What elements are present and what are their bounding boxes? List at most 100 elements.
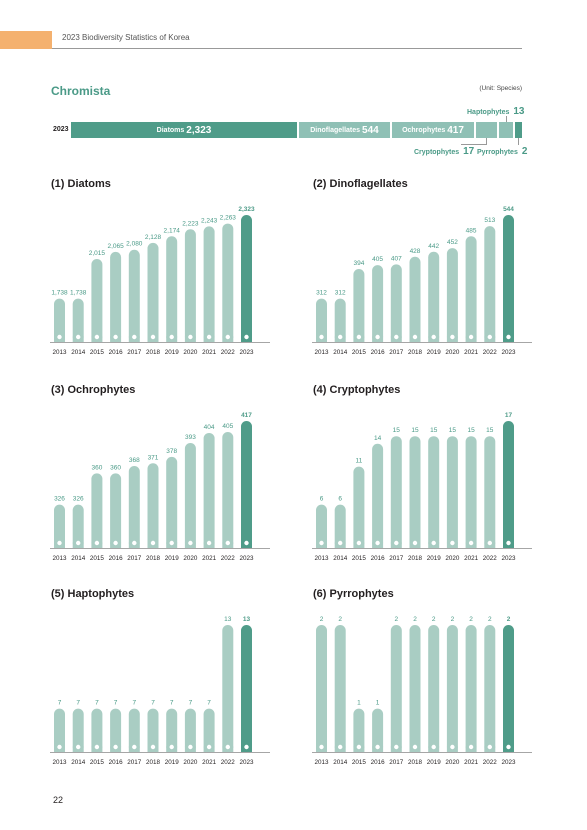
bar	[241, 625, 252, 752]
bar	[91, 473, 103, 548]
data-label: 7	[151, 700, 155, 707]
bar	[465, 236, 477, 342]
bar-dot	[468, 744, 474, 750]
bar-dot	[57, 540, 62, 546]
bar-dot	[431, 334, 436, 340]
bar-base	[428, 336, 440, 342]
bar-base	[372, 542, 384, 548]
chapter-tab	[0, 31, 52, 49]
bar-base	[390, 746, 402, 752]
bar-base	[128, 542, 140, 548]
bar-base	[503, 336, 514, 342]
bar-base	[128, 336, 140, 342]
data-label: 405	[372, 256, 383, 263]
bar-dot	[225, 744, 230, 750]
bar-dot	[468, 334, 474, 340]
bar-dot	[132, 540, 137, 546]
data-label: 2	[507, 616, 511, 623]
segment-diatoms-label: Diatoms	[156, 126, 185, 134]
bar-dot	[206, 540, 212, 546]
bar	[334, 504, 346, 548]
segment-cryptophytes	[476, 122, 497, 138]
bar-base	[110, 542, 122, 548]
bar-base	[241, 542, 252, 548]
bar-dot	[244, 540, 249, 546]
data-label: 7	[76, 700, 80, 707]
data-label: 7	[207, 700, 211, 707]
data-label: 1	[357, 700, 361, 707]
bar-dot	[450, 744, 455, 750]
bar	[390, 625, 402, 752]
x-tick-label: 2022	[221, 555, 236, 562]
bar-dot	[431, 540, 436, 546]
bar-dot	[319, 744, 324, 750]
bar-base	[484, 542, 496, 548]
bar	[241, 215, 252, 342]
bar-dot	[76, 334, 81, 340]
bar-dot	[338, 540, 343, 546]
data-label: 17	[505, 412, 513, 419]
data-label: 1,738	[51, 290, 68, 297]
bar-base	[503, 542, 514, 548]
data-label: 2,128	[145, 234, 162, 241]
bar-dot	[450, 540, 455, 546]
bar-base	[334, 336, 346, 342]
bar	[203, 432, 215, 548]
bar-dot	[506, 540, 511, 546]
data-label: 442	[428, 243, 439, 250]
x-tick-label: 2020	[183, 349, 198, 356]
bar	[484, 625, 496, 752]
bar-base	[147, 336, 159, 342]
data-label: 14	[374, 435, 382, 442]
bar	[409, 256, 421, 342]
bar-base	[72, 336, 84, 342]
data-label: 312	[316, 290, 327, 297]
bar-dot	[487, 744, 492, 750]
bar	[446, 248, 458, 342]
bar	[372, 265, 384, 342]
bar-dot	[94, 540, 100, 546]
bar	[428, 251, 440, 342]
callout-cryptophytes: Cryptophytes 17	[414, 146, 474, 157]
header-rule	[52, 48, 522, 49]
x-tick-label: 2016	[371, 349, 386, 356]
bar	[166, 236, 178, 342]
callout-pyrrophytes-line	[518, 138, 519, 145]
data-label: 405	[222, 423, 233, 430]
bar-base	[316, 542, 327, 548]
bar-dot	[94, 744, 100, 750]
data-label: 6	[338, 496, 342, 503]
bar	[390, 436, 402, 548]
bar-base	[54, 336, 65, 342]
x-tick-label: 2021	[464, 759, 479, 766]
bar-base	[203, 746, 215, 752]
data-label: 368	[129, 457, 140, 464]
segment-dinoflagellates-label: Dinoflagellates	[310, 126, 361, 134]
x-tick-label: 2017	[389, 349, 404, 356]
bar	[484, 436, 496, 548]
x-tick-label: 2019	[427, 555, 442, 562]
bar-dot	[431, 744, 436, 750]
bar-base	[503, 746, 514, 752]
data-label: 2,263	[220, 215, 237, 222]
segment-ochrophytes-label: Ochrophytes	[402, 126, 446, 134]
bar-base	[91, 336, 103, 342]
data-label: 360	[91, 464, 102, 471]
x-tick-label: 2023	[239, 555, 254, 562]
bar-base	[166, 542, 178, 548]
bar	[110, 473, 122, 548]
bar-dot	[225, 540, 230, 546]
x-tick-label: 2019	[427, 759, 442, 766]
data-label: 15	[486, 427, 494, 434]
bar-dot	[169, 540, 174, 546]
x-tick-label: 2023	[239, 349, 254, 356]
bar-dot	[188, 334, 193, 340]
bar-dot	[225, 334, 230, 340]
bar	[409, 436, 421, 548]
x-tick-label: 2016	[371, 759, 386, 766]
x-tick-label: 2017	[389, 759, 404, 766]
x-tick-label: 2013	[52, 349, 67, 356]
bar-dot	[206, 334, 212, 340]
bar	[166, 456, 178, 548]
bar-base	[428, 746, 440, 752]
